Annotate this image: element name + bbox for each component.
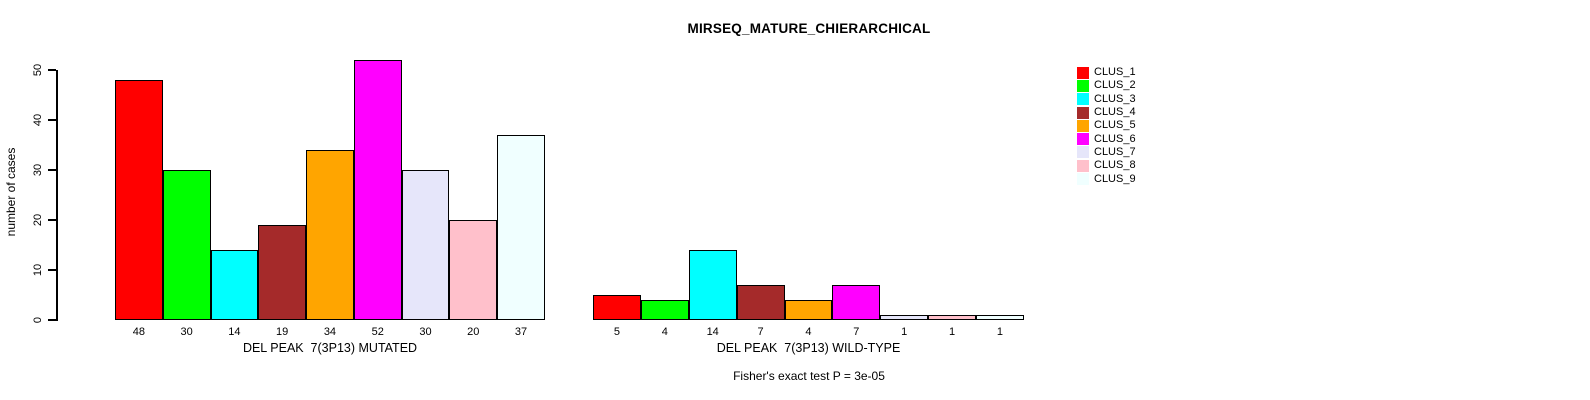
- legend-item-label: CLUS_4: [1094, 106, 1136, 119]
- fisher-test-note: Fisher's exact test P = 3e-05: [733, 369, 885, 383]
- bar-clus_9: [976, 315, 1024, 320]
- barplot-group-1: [115, 60, 545, 320]
- bar-value-label: 14: [706, 326, 719, 338]
- legend-swatch: [1077, 79, 1089, 92]
- legend-swatch: [1077, 106, 1089, 119]
- bar-value-label: 30: [419, 326, 432, 338]
- x-axis-label-group-2: DEL PEAK 7(3P13) WILD-TYPE: [716, 341, 901, 355]
- legend-item: CLUS_1: [1077, 66, 1136, 79]
- legend-item: CLUS_3: [1077, 93, 1136, 106]
- bar-clus_5: [784, 300, 833, 320]
- legend-swatch: [1077, 159, 1089, 172]
- legend-item: CLUS_9: [1077, 172, 1136, 186]
- y-axis-label: number of cases: [4, 147, 18, 237]
- bar-value-label: 19: [276, 326, 289, 338]
- legend-swatch: [1077, 133, 1089, 146]
- legend-item-label: CLUS_6: [1094, 132, 1136, 145]
- bar-value-label: 48: [132, 326, 145, 338]
- y-axis-tick-label: 10: [32, 263, 44, 277]
- bar-clus_3: [210, 250, 259, 320]
- y-axis-line: [56, 70, 58, 321]
- legend-item-label: CLUS_3: [1094, 92, 1136, 105]
- legend-swatch: [1077, 66, 1089, 79]
- bar-value-labels: 48 30 14 19 34 52 30 20 37: [115, 326, 545, 338]
- y-axis-tick-label: 0: [32, 316, 44, 324]
- bar-clus_9: [497, 135, 545, 320]
- bar-clus_2: [162, 170, 211, 320]
- legend-item-label: CLUS_5: [1094, 119, 1136, 132]
- bar-clus_8: [928, 315, 976, 320]
- bar-clus_2: [640, 300, 689, 320]
- y-axis-tick: [48, 169, 56, 171]
- legend-item: CLUS_6: [1077, 132, 1136, 146]
- bar-clus_6: [353, 60, 402, 320]
- bar-value-label: 34: [323, 326, 337, 338]
- bar-value-label: 30: [180, 326, 193, 338]
- legend-swatch: [1077, 173, 1089, 186]
- bar-value-label: 37: [514, 326, 528, 338]
- y-axis-tick: [48, 69, 56, 71]
- legend-item-label: CLUS_1: [1094, 66, 1136, 79]
- y-axis-tick: [48, 119, 56, 121]
- bar-value-label: 4: [805, 326, 812, 338]
- bar-clus_4: [736, 285, 785, 320]
- bar-clus_7: [401, 170, 450, 320]
- bar-clus_4: [258, 225, 307, 320]
- y-axis-tick: [48, 219, 56, 221]
- y-axis-tick-label: 40: [32, 113, 44, 127]
- legend-swatch: [1077, 93, 1089, 106]
- legend: CLUS_1 CLUS_2 CLUS_3 CLUS_4 CLUS_5 CLUS_6 CLUS…: [1077, 66, 1136, 186]
- legend-swatch: [1077, 146, 1089, 159]
- bar-clus_8: [449, 220, 498, 320]
- bar-value-label: 20: [467, 326, 480, 338]
- y-axis-tick: [48, 319, 56, 321]
- legend-swatch: [1077, 119, 1089, 132]
- y-axis-tick: [48, 269, 56, 271]
- bar-clus_7: [880, 315, 929, 320]
- legend-item-label: CLUS_8: [1094, 159, 1136, 172]
- y-axis-tick-label: 50: [32, 63, 44, 77]
- bar-value-label: 4: [661, 326, 668, 338]
- bar-value-label: 14: [228, 326, 241, 338]
- bar-value-label: 7: [757, 326, 764, 338]
- legend-item: CLUS_4: [1077, 106, 1136, 119]
- bar-value-label: 1: [901, 326, 908, 338]
- x-axis-label-group-1: DEL PEAK 7(3P13) MUTATED: [242, 341, 418, 355]
- legend-item-label: CLUS_9: [1094, 172, 1136, 185]
- legend-item-label: CLUS_7: [1094, 145, 1136, 158]
- bar-value-label: 1: [949, 326, 956, 338]
- bar-clus_1: [593, 295, 641, 320]
- bar-value-label: 7: [853, 326, 860, 338]
- legend-item-label: CLUS_2: [1094, 79, 1136, 92]
- legend-item: CLUS_5: [1077, 119, 1136, 132]
- legend-item: CLUS_8: [1077, 159, 1136, 172]
- bar-clus_6: [832, 285, 881, 320]
- legend-item: CLUS_7: [1077, 146, 1136, 159]
- y-axis-tick-label: 20: [32, 213, 44, 227]
- bar-value-label: 1: [996, 326, 1003, 338]
- legend-item: CLUS_2: [1077, 79, 1136, 92]
- y-axis-tick-label: 30: [32, 163, 44, 177]
- barplot-group-2: [593, 60, 1024, 320]
- bar-clus_3: [688, 250, 737, 320]
- chart-title: MIRSEQ_MATURE_CHIERARCHICAL: [687, 21, 931, 36]
- bar-value-label: 52: [371, 326, 384, 338]
- bar-clus_5: [306, 150, 354, 320]
- bar-value-labels: 5 4 14 7 4 7 1 1 1: [593, 326, 1024, 338]
- bar-value-label: 5: [613, 326, 620, 338]
- bar-clus_1: [115, 80, 163, 320]
